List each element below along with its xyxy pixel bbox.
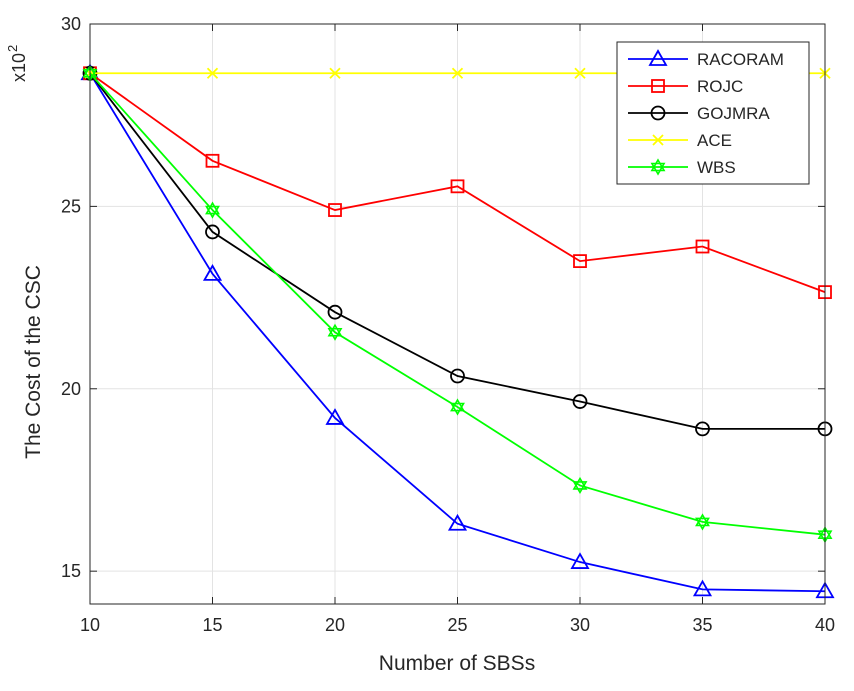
data-point-rojc bbox=[328, 203, 342, 217]
data-point-racoram bbox=[447, 513, 468, 531]
legend-marker-ace bbox=[652, 134, 664, 146]
legend-marker-rojc bbox=[651, 79, 665, 93]
data-point-gojmra bbox=[327, 304, 343, 320]
series-line-gojmra bbox=[89, 72, 825, 430]
data-point-wbs bbox=[572, 476, 588, 495]
hexagram-triangle-down bbox=[695, 517, 710, 531]
data-point-racoram bbox=[570, 552, 590, 569]
data-point-racoram bbox=[692, 579, 713, 597]
y-axis-title: The Cost of the CSC bbox=[22, 265, 45, 459]
legend-label-ace: ACE bbox=[697, 131, 732, 150]
data-point-wbs bbox=[327, 323, 343, 341]
y-tick-label: 25 bbox=[61, 196, 81, 216]
series-line-rojc bbox=[89, 72, 826, 293]
legend-label-racoram: RACORAM bbox=[697, 50, 784, 69]
legend-item-ace: ACE bbox=[628, 131, 732, 150]
data-point-gojmra bbox=[572, 394, 588, 409]
legend: RACORAM ROJC GOJMRA ACE WBS bbox=[616, 41, 810, 185]
series-line-wbs bbox=[89, 72, 826, 536]
data-point-rojc bbox=[205, 153, 220, 168]
hexagram-triangle-up bbox=[650, 158, 666, 172]
data-point-rojc bbox=[450, 179, 465, 194]
legend-marker-wbs bbox=[650, 158, 666, 176]
data-point-wbs bbox=[450, 398, 465, 416]
hexagram-triangle-down bbox=[650, 162, 666, 176]
x-axis-title: Number of SBSs bbox=[379, 652, 535, 675]
legend-label-gojmra: GOJMRA bbox=[697, 104, 770, 123]
series-gojmra bbox=[82, 65, 833, 437]
y-tick-label: 15 bbox=[61, 561, 81, 581]
hexagram-triangle-down bbox=[327, 327, 343, 341]
y-tick-label: 30 bbox=[61, 14, 81, 34]
y-tick-label: 20 bbox=[61, 379, 81, 399]
y-multiplier-base: x10 bbox=[9, 53, 29, 82]
legend-marker-racoram bbox=[648, 49, 668, 66]
data-point-racoram bbox=[202, 264, 223, 281]
legend-marker-gojmra bbox=[650, 105, 666, 121]
hexagram-triangle-down bbox=[572, 481, 588, 495]
x-tick-label: 25 bbox=[447, 615, 467, 635]
data-point-wbs bbox=[205, 201, 220, 219]
hexagram-triangle-up bbox=[695, 513, 710, 527]
hexagram-triangle-down bbox=[205, 205, 220, 219]
legend-label-rojc: ROJC bbox=[697, 77, 743, 96]
data-point-rojc bbox=[695, 239, 710, 254]
series-line-racoram bbox=[89, 72, 826, 593]
hexagram-triangle-up bbox=[450, 398, 465, 412]
data-point-gojmra bbox=[205, 224, 220, 240]
y-multiplier-exponent: 2 bbox=[5, 45, 20, 52]
hexagram-triangle-up bbox=[572, 476, 588, 490]
data-point-ace bbox=[451, 67, 464, 79]
legend-label-wbs: WBS bbox=[697, 158, 736, 177]
legend-item-gojmra: GOJMRA bbox=[628, 104, 770, 123]
data-point-ace bbox=[329, 67, 341, 79]
legend-item-rojc: ROJC bbox=[628, 77, 743, 96]
x-tick-label: 35 bbox=[692, 615, 712, 635]
data-point-wbs bbox=[695, 513, 710, 531]
x-tick-label: 10 bbox=[80, 615, 100, 635]
x-tick-label: 30 bbox=[570, 615, 590, 635]
x-tick-label: 15 bbox=[202, 615, 222, 635]
data-point-gojmra bbox=[695, 421, 710, 437]
x-tick-label: 40 bbox=[815, 615, 835, 635]
legend-item-wbs: WBS bbox=[628, 158, 736, 177]
hexagram-triangle-down bbox=[450, 402, 465, 416]
data-point-rojc bbox=[573, 254, 587, 269]
data-point-ace bbox=[574, 67, 586, 79]
data-point-gojmra bbox=[450, 368, 465, 384]
hexagram-triangle-up bbox=[205, 201, 220, 215]
legend-item-racoram: RACORAM bbox=[628, 49, 784, 69]
axis-ticks: 10 15 20 25 30 35 40 15 20 25 30 bbox=[61, 14, 835, 635]
hexagram-triangle-up bbox=[327, 323, 343, 337]
data-point-racoram bbox=[325, 408, 345, 425]
x-tick-label: 20 bbox=[325, 615, 345, 635]
data-point-ace bbox=[206, 67, 219, 79]
